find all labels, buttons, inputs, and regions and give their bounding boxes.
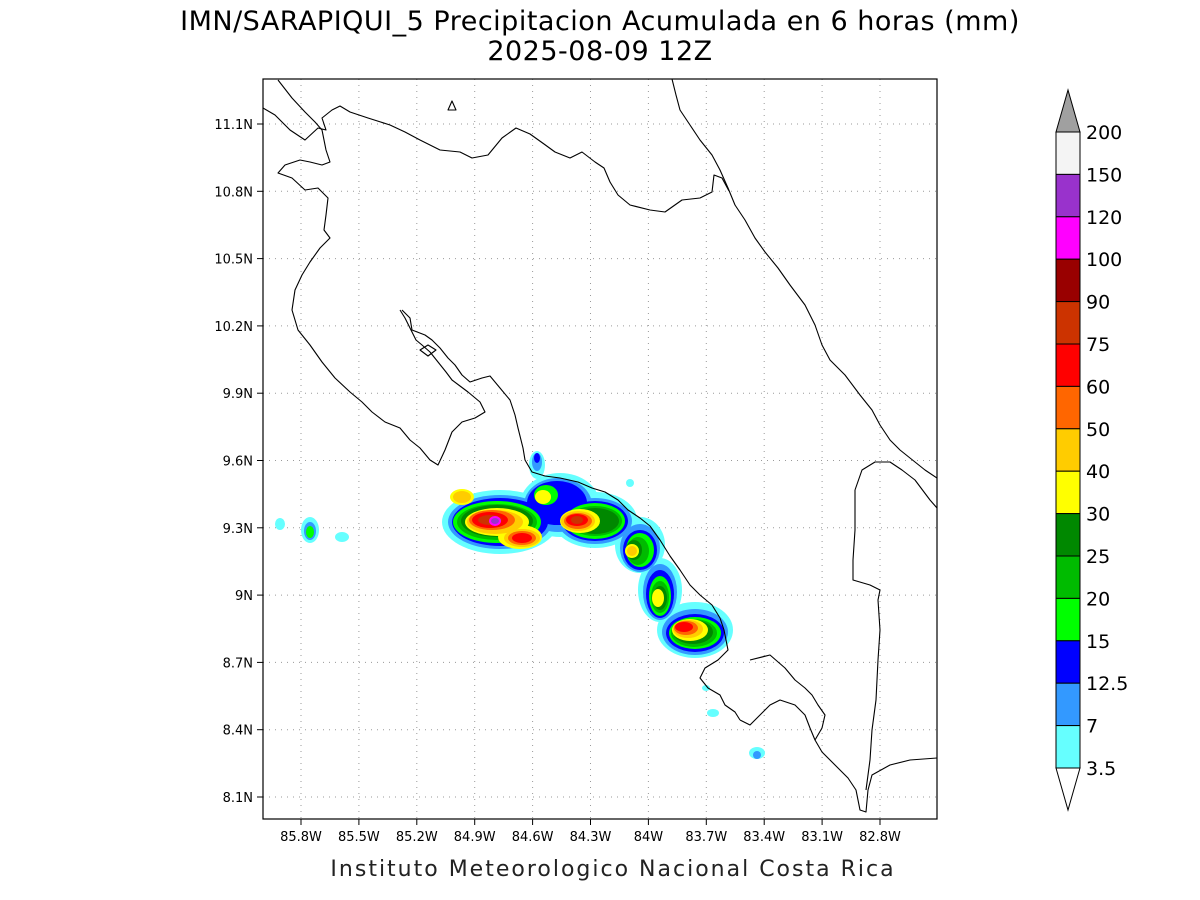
map-area bbox=[263, 79, 937, 819]
colorbar-label: 60 bbox=[1086, 376, 1110, 398]
lat-tick-label: 9N bbox=[235, 589, 253, 604]
colorbar-swatch bbox=[1055, 385, 1081, 430]
lat-tick-label: 9.3N bbox=[223, 522, 253, 537]
colorbar-swatch bbox=[1055, 301, 1081, 345]
nicoya-gulf-coast bbox=[401, 309, 741, 721]
osa-peninsula bbox=[739, 699, 937, 813]
colorbar-swatch bbox=[1055, 343, 1081, 387]
colorbar-label: 75 bbox=[1086, 334, 1110, 356]
lat-tick-label: 9.9N bbox=[223, 387, 253, 402]
lat-tick-label: 11.1N bbox=[214, 118, 253, 133]
northwest-coast bbox=[277, 79, 486, 466]
map-subtitle-date: 2025-08-09 12Z bbox=[487, 36, 712, 67]
lat-tick-label: 10.2N bbox=[214, 320, 253, 335]
footer-credit: Instituto Meteorologico Nacional Costa R… bbox=[330, 857, 895, 882]
map-title: IMN/SARAPIQUI_5 Precipitacion Acumulada … bbox=[180, 6, 1020, 37]
lake-island bbox=[447, 100, 457, 111]
colorbar-label: 100 bbox=[1086, 249, 1122, 271]
lon-tick-label: 84.3W bbox=[570, 830, 612, 845]
lon-tick-label: 84.6W bbox=[512, 830, 554, 845]
latitude-axis: 11.1N 10.8N 10.5N 10.2N 9.9N 9.6N 9.3N 9N 8.7N 8.… bbox=[214, 118, 263, 806]
colorbar-swatch bbox=[1055, 555, 1081, 599]
graticule bbox=[263, 79, 937, 819]
colorbar-label: 15 bbox=[1086, 631, 1110, 653]
nicaragua-costa-rica-coast bbox=[263, 105, 730, 213]
lat-tick-label: 8.4N bbox=[223, 724, 253, 739]
colorbar-label: 3.5 bbox=[1086, 758, 1116, 780]
lon-tick-label: 85.8W bbox=[280, 830, 322, 845]
lon-tick-label: 83.4W bbox=[743, 830, 785, 845]
panama-border bbox=[854, 461, 937, 509]
colorbar-label: 7 bbox=[1086, 716, 1098, 738]
colorbar-label: 25 bbox=[1086, 546, 1110, 568]
lat-tick-label: 8.7N bbox=[223, 656, 253, 671]
colorbar-label: 120 bbox=[1086, 207, 1122, 229]
colorbar-legend: 200 150 120 100 90 75 60 50 40 30 25 20 15 12.5 7 3.5 bbox=[1055, 88, 1128, 812]
colorbar-swatch bbox=[1055, 597, 1081, 642]
lat-tick-label: 8.1N bbox=[223, 791, 253, 806]
lat-tick-label: 10.5N bbox=[214, 253, 253, 268]
colorbar-swatch bbox=[1055, 173, 1081, 218]
colorbar-label: 30 bbox=[1086, 504, 1110, 526]
colorbar-swatch bbox=[1055, 725, 1081, 769]
colorbar-label: 90 bbox=[1086, 292, 1110, 314]
colorbar-swatch bbox=[1055, 513, 1081, 557]
colorbar-swatch bbox=[1055, 682, 1081, 727]
colorbar-swatch bbox=[1055, 258, 1081, 303]
colorbar-label: 12.5 bbox=[1086, 673, 1128, 695]
golfo-dulce bbox=[749, 654, 826, 741]
lat-tick-label: 9.6N bbox=[223, 455, 253, 470]
lon-tick-label: 84W bbox=[634, 830, 664, 845]
precipitation-field bbox=[275, 451, 765, 759]
map-frame bbox=[262, 78, 938, 820]
lat-tick-label: 10.8N bbox=[214, 185, 253, 200]
colorbar-label: 150 bbox=[1086, 164, 1122, 186]
lon-tick-label: 84.9W bbox=[454, 830, 496, 845]
lon-tick-label: 83.1W bbox=[801, 830, 843, 845]
caribbean-coast bbox=[671, 79, 937, 479]
colorbar-swatch bbox=[1055, 131, 1081, 175]
coastlines-and-borders bbox=[263, 79, 937, 813]
colorbar-label: 40 bbox=[1086, 461, 1110, 483]
panama-west-coast bbox=[852, 490, 881, 791]
colorbar-swatch bbox=[1055, 216, 1081, 260]
colorbar-swatch bbox=[1055, 428, 1081, 472]
colorbar-top-arrow bbox=[1055, 88, 1081, 133]
colorbar-swatch bbox=[1055, 640, 1081, 684]
colorbar-label: 20 bbox=[1086, 588, 1110, 610]
lon-tick-label: 85.5W bbox=[338, 830, 380, 845]
lon-tick-label: 85.2W bbox=[396, 830, 438, 845]
colorbar-bottom-arrow bbox=[1055, 767, 1081, 812]
colorbar-swatch bbox=[1055, 470, 1081, 515]
colorbar-label: 50 bbox=[1086, 419, 1110, 441]
colorbar-label: 200 bbox=[1086, 122, 1122, 144]
nicoya-island bbox=[419, 344, 437, 357]
lon-tick-label: 82.8W bbox=[859, 830, 901, 845]
longitude-axis: 85.8W 85.5W 85.2W 84.9W 84.6W 84.3W 84W 83.7W 83… bbox=[280, 819, 901, 845]
lon-tick-label: 83.7W bbox=[685, 830, 727, 845]
precip-band-150mm bbox=[491, 518, 499, 524]
